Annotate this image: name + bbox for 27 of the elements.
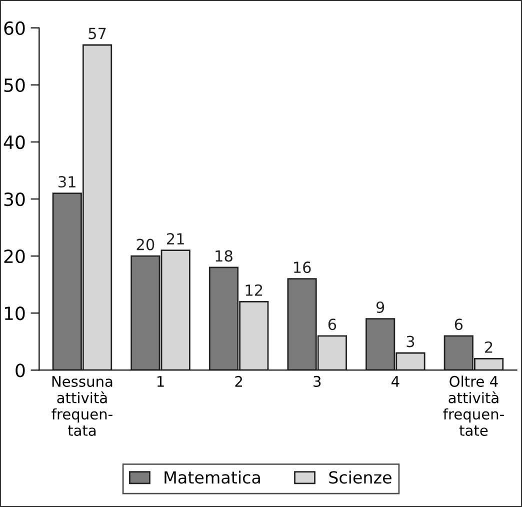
data-label: 21 [166,233,184,244]
data-label: 18 [216,250,232,262]
y-tick-label: 20 [4,249,25,264]
y-tick-label: 10 [4,306,25,320]
y-tick-label: 30 [4,192,25,206]
y-tick-label: 0 [16,364,25,378]
data-label: 20 [136,238,154,250]
data-label: 6 [328,318,336,330]
data-label: 3 [406,336,414,348]
data-label: 9 [376,301,384,314]
y-tick-label: 50 [4,78,25,92]
data-label: 57 [88,28,106,40]
data-label: 31 [58,176,76,188]
data-label: 16 [294,262,311,274]
data-label: 12 [246,284,262,296]
x-tick-label: 3 [314,376,321,387]
x-tick-label: 4 [391,376,400,387]
x-tick-label: 1 [157,376,164,387]
y-tick-label: 40 [4,135,25,150]
legend-label: Matematica [164,470,260,484]
legend-label: Scienze [329,470,392,484]
x-tick-label: 2 [235,376,242,387]
x-tick-label: Nessuna attività frequen- tata [52,376,112,436]
x-tick-label: Oltre 4 attività frequen- tate [443,376,504,436]
y-tick-label: 60 [4,21,25,35]
data-label: 2 [485,341,492,353]
data-label: 6 [454,318,463,330]
